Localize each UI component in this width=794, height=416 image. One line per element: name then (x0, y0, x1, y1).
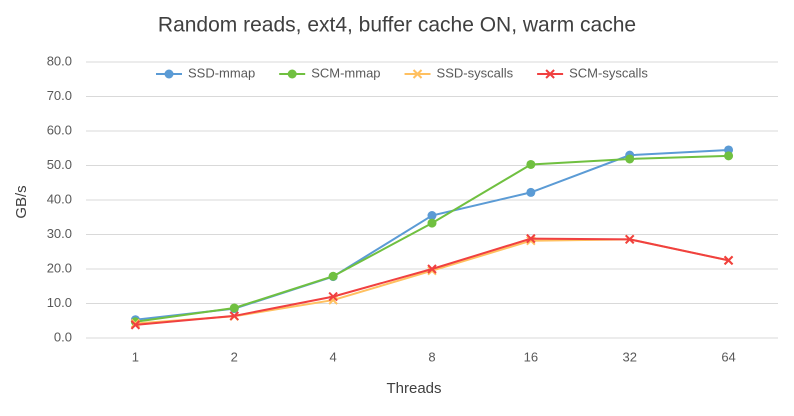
y-tick-label: 50.0 (47, 157, 72, 172)
legend-label: SSD-syscalls (437, 65, 514, 80)
legend-marker (164, 69, 174, 79)
data-point (229, 303, 239, 313)
legend-marker (412, 69, 423, 79)
x-tick-label: 4 (330, 349, 337, 364)
series-line (135, 237, 729, 326)
legend-label: SSD-mmap (188, 65, 255, 80)
data-point (328, 291, 338, 302)
chart-title: Random reads, ext4, buffer cache ON, war… (158, 14, 636, 37)
x-tick-label: 32 (622, 349, 636, 364)
y-tick-label: 60.0 (47, 122, 72, 137)
legend-label: SCM-mmap (311, 65, 380, 80)
x-tick-label: 8 (428, 349, 435, 364)
data-point (625, 154, 635, 164)
y-tick-label: 80.0 (47, 53, 72, 68)
y-axis-title: GB/s (13, 185, 30, 218)
data-point (427, 211, 437, 221)
series-line (135, 154, 729, 323)
x-tick-label: 2 (231, 349, 238, 364)
data-point (427, 218, 437, 228)
data-point (526, 233, 536, 244)
series-line (135, 238, 729, 325)
data-point (229, 311, 239, 321)
data-point (526, 159, 536, 169)
x-tick-label: 1 (132, 349, 139, 364)
x-axis-title: Threads (386, 380, 441, 397)
data-point (724, 151, 734, 161)
data-point (328, 271, 338, 281)
data-point (625, 234, 635, 245)
legend-marker (545, 69, 555, 79)
x-tick-label: 16 (524, 349, 538, 364)
y-tick-label: 70.0 (47, 88, 72, 103)
y-tick-label: 40.0 (47, 191, 72, 206)
legend-label: SCM-syscalls (569, 65, 648, 80)
legend-marker (287, 69, 297, 79)
y-tick-label: 30.0 (47, 226, 72, 241)
data-point (427, 264, 437, 274)
data-point (130, 320, 141, 330)
y-tick-label: 0.0 (54, 329, 72, 344)
x-tick-label: 64 (721, 349, 735, 364)
y-tick-label: 20.0 (47, 260, 72, 275)
y-tick-label: 10.0 (47, 295, 72, 310)
data-point (526, 187, 536, 197)
data-point (723, 255, 734, 266)
